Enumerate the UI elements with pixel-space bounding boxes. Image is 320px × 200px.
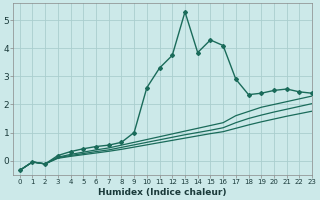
X-axis label: Humidex (Indice chaleur): Humidex (Indice chaleur) — [99, 188, 227, 197]
